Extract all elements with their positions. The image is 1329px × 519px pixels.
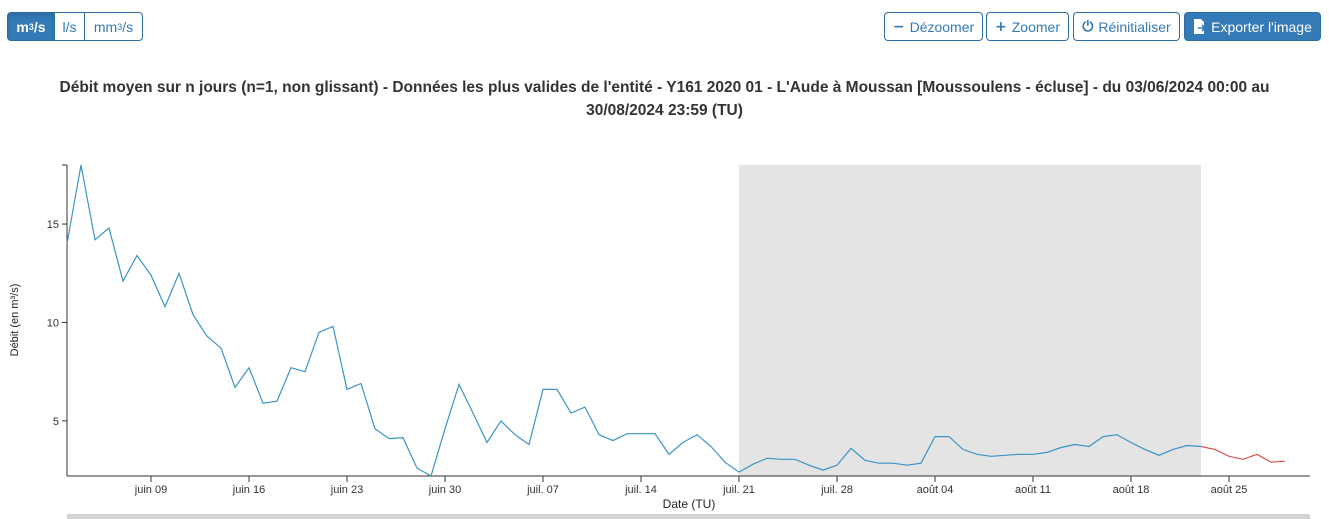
export-label: Exporter l'image	[1211, 18, 1312, 35]
dezoom-button[interactable]: − Dézoomer	[884, 12, 983, 41]
x-tick-label: juin 30	[428, 484, 461, 496]
minus-icon: −	[892, 18, 905, 35]
x-tick-label: août 04	[917, 484, 954, 496]
reset-button[interactable]: ⏻ Réinitialiser	[1073, 12, 1180, 41]
plus-icon: +	[995, 18, 1007, 35]
x-tick-label: août 25	[1211, 484, 1248, 496]
x-tick-label: juin 09	[134, 484, 167, 496]
file-export-icon	[1194, 19, 1207, 34]
chart-axes: 5 10 15 juin 09 juin 16 juin 23 juin 30 juil. 0…	[47, 164, 1310, 496]
series-line-recent	[1200, 445, 1286, 463]
chart-title: Débit moyen sur n jours (n=1, non glissa…	[59, 79, 1270, 119]
x-tick-label: juil. 14	[624, 484, 657, 496]
horizontal-scrollbar[interactable]	[67, 514, 1310, 519]
x-axis-label: Date (TU)	[663, 497, 716, 511]
power-icon: ⏻	[1082, 18, 1094, 35]
unit-m3-button[interactable]: m 3/s	[7, 12, 55, 41]
chart-series	[66, 164, 1286, 477]
series-line-validated	[66, 164, 1202, 477]
x-tick-label: juil. 07	[526, 484, 559, 496]
export-image-button[interactable]: Exporter l'image	[1184, 12, 1321, 41]
reset-label: Réinitialiser	[1098, 18, 1171, 35]
y-tick-label: 5	[53, 416, 59, 428]
dezoom-label: Dézoomer	[909, 18, 975, 35]
zoom-button[interactable]: + Zoomer	[986, 12, 1069, 41]
y-tick-label: 15	[47, 219, 59, 231]
highlight-band	[739, 165, 1201, 476]
x-tick-label: août 18	[1113, 484, 1150, 496]
unit-mm3-button[interactable]: mm 3/s	[84, 12, 143, 41]
x-tick-label: juil. 21	[722, 484, 755, 496]
x-tick-label: août 11	[1015, 484, 1051, 496]
x-tick-label: juin 16	[232, 484, 265, 496]
x-tick-label: juin 23	[330, 484, 363, 496]
y-axis-label: Débit (en m³/s)	[9, 284, 21, 357]
zoom-label: Zoomer	[1011, 18, 1060, 35]
y-tick-label: 10	[47, 317, 59, 329]
x-tick-label: juil. 28	[820, 484, 853, 496]
